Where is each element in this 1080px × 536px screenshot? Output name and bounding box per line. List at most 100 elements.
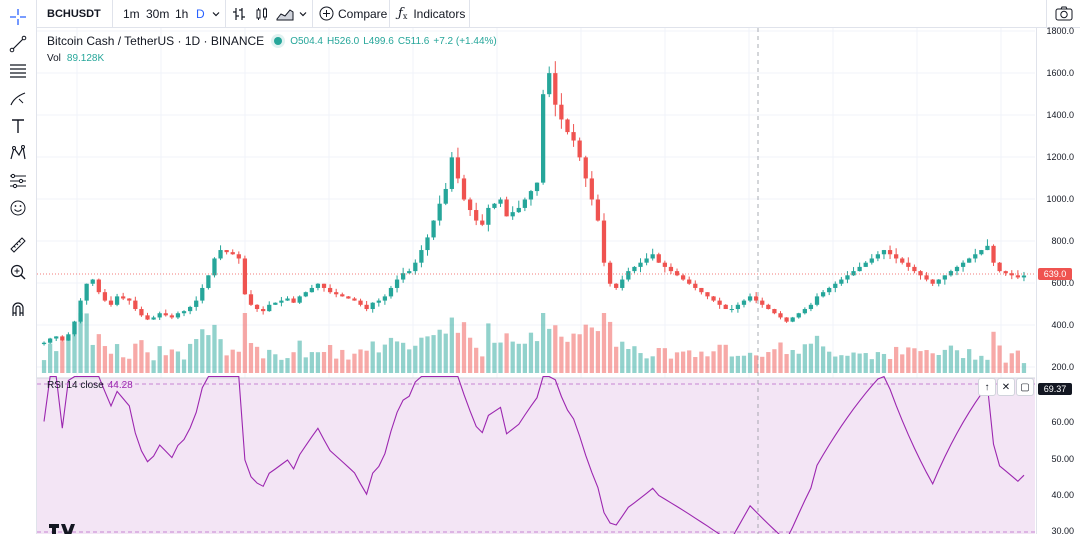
pane-close-button[interactable]: ✕ bbox=[997, 378, 1015, 396]
volume-bar bbox=[650, 356, 655, 373]
tv-logo-icon[interactable] bbox=[49, 524, 75, 534]
price-chart[interactable] bbox=[37, 28, 1035, 534]
toolbar-divider bbox=[1046, 0, 1047, 27]
candle-body bbox=[394, 279, 400, 288]
volume-legend[interactable]: Vol 89.128K bbox=[47, 53, 104, 64]
candle-body bbox=[857, 266, 862, 272]
volume-bar bbox=[674, 352, 680, 373]
candle-body bbox=[638, 262, 643, 267]
price-scale[interactable]: 1800.0 1600.0 1400.0 1200.0 1000.0 800.0… bbox=[1036, 26, 1080, 536]
volume-bar bbox=[656, 348, 661, 373]
candle-body bbox=[102, 292, 108, 301]
timeframe-1h[interactable]: 1h bbox=[175, 6, 189, 21]
area-icon[interactable] bbox=[276, 0, 294, 27]
main-series-legend[interactable]: Bitcoin Cash / TetherUS · 1D · BINANCE O… bbox=[47, 34, 497, 48]
trendline-icon[interactable] bbox=[6, 32, 30, 56]
volume-bar bbox=[534, 341, 540, 373]
candle-body bbox=[662, 262, 667, 267]
candle-body bbox=[504, 199, 509, 217]
forecast-icon[interactable] bbox=[6, 169, 30, 193]
pattern-icon[interactable] bbox=[6, 141, 30, 165]
candle-body bbox=[784, 317, 789, 322]
chevron-down-icon[interactable] bbox=[298, 0, 308, 27]
pane-maximize-button[interactable]: ▢ bbox=[1016, 378, 1034, 396]
candle-body bbox=[248, 294, 254, 305]
volume-bar bbox=[401, 342, 406, 373]
volume-bar bbox=[851, 352, 856, 373]
compare-icon bbox=[319, 6, 334, 21]
candle-body bbox=[309, 287, 314, 293]
change-value: +7.2 (+1.44%) bbox=[433, 35, 497, 47]
candle-body bbox=[340, 294, 345, 297]
volume-bar bbox=[133, 343, 138, 373]
text-icon[interactable] bbox=[6, 114, 30, 138]
bars-icon[interactable] bbox=[232, 0, 246, 27]
volume-bar bbox=[711, 351, 716, 373]
symbol-search-button[interactable]: BCHUSDT bbox=[47, 7, 101, 20]
toolbar-divider bbox=[312, 0, 313, 27]
candlesticks bbox=[41, 61, 1027, 346]
emoji-icon[interactable] bbox=[6, 196, 30, 220]
volume-bar bbox=[790, 350, 795, 373]
volume-bar bbox=[875, 352, 881, 373]
zoom-icon[interactable] bbox=[6, 260, 30, 284]
candle-body bbox=[358, 300, 363, 305]
candle-body bbox=[595, 199, 601, 221]
candle-body bbox=[540, 94, 546, 183]
candles-icon[interactable] bbox=[255, 0, 269, 27]
chevron-down-icon[interactable] bbox=[211, 0, 221, 27]
timeframe-d[interactable]: D bbox=[196, 6, 205, 21]
candle-body bbox=[851, 271, 856, 276]
volume-bar bbox=[267, 349, 272, 373]
volume-bar bbox=[66, 336, 71, 373]
volume-bar bbox=[102, 346, 108, 373]
volume-bar bbox=[553, 325, 558, 373]
candle-body bbox=[364, 304, 369, 310]
pane-up-button[interactable]: ↑ bbox=[978, 378, 996, 396]
candle-body bbox=[431, 220, 436, 238]
volume-bar bbox=[839, 355, 844, 373]
magnet-icon[interactable] bbox=[6, 297, 30, 321]
candle-body bbox=[437, 203, 442, 221]
volume-label: Vol bbox=[47, 53, 61, 64]
candle-body bbox=[924, 275, 929, 280]
candle-body bbox=[583, 157, 588, 179]
candle-body bbox=[979, 250, 984, 255]
compare-button[interactable]: Compare bbox=[319, 0, 387, 27]
close-icon: ✕ bbox=[1001, 381, 1011, 393]
volume-bar bbox=[717, 344, 722, 373]
volume-bar bbox=[498, 342, 503, 373]
rsi-legend[interactable]: RSI 14 close 44.28 bbox=[47, 380, 133, 391]
candle-body bbox=[650, 254, 655, 259]
timeframe-30m[interactable]: 30m bbox=[146, 6, 170, 21]
candle-body bbox=[833, 283, 838, 288]
camera-icon[interactable] bbox=[1055, 0, 1073, 27]
fib-icon[interactable] bbox=[6, 59, 30, 83]
volume-bar bbox=[419, 337, 424, 373]
ruler-icon[interactable] bbox=[6, 233, 30, 257]
price-tick-label: 1800.0 bbox=[1046, 26, 1074, 36]
toolbar-divider bbox=[225, 0, 226, 27]
toolbar-divider bbox=[112, 0, 113, 27]
candle-body bbox=[680, 275, 686, 280]
candle-body bbox=[869, 258, 874, 263]
volume-bar bbox=[808, 343, 814, 373]
volume-bar bbox=[766, 352, 771, 373]
volume-bar bbox=[967, 349, 972, 373]
candle-body bbox=[121, 296, 126, 299]
volume-bar bbox=[474, 347, 479, 373]
price-tick-label: 800.0 bbox=[1051, 236, 1074, 246]
candle-body bbox=[273, 302, 278, 305]
volume-bar bbox=[394, 341, 400, 373]
price-tick-label: 200.0 bbox=[1051, 362, 1074, 372]
crosshair-icon[interactable] bbox=[6, 5, 30, 29]
volume-bar bbox=[321, 352, 327, 373]
volume-bar bbox=[1003, 362, 1008, 373]
volume-bar bbox=[242, 313, 248, 373]
brush-icon[interactable] bbox=[6, 87, 30, 111]
rsi-background-band bbox=[37, 378, 1035, 534]
volume-bar bbox=[936, 354, 941, 373]
timeframe-1m[interactable]: 1m bbox=[123, 6, 140, 21]
volume-bar bbox=[96, 334, 101, 373]
